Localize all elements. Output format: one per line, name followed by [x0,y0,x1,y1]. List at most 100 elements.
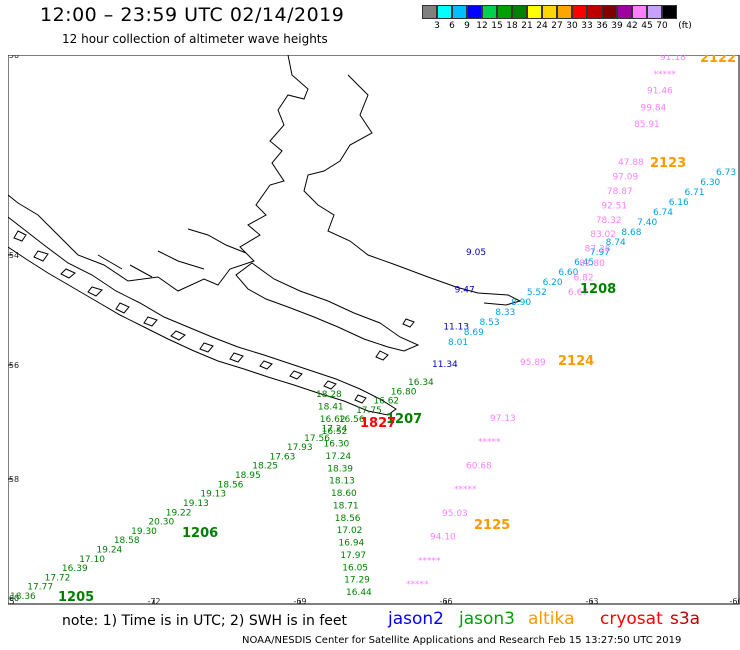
pass-id-label: 1206 [182,526,218,541]
lat-label: -58 [8,475,19,484]
coastline-patagonia-east [303,74,522,306]
jason3-swh-value: 16.94 [339,539,365,549]
jason3-swh-value: 16.30 [324,440,350,450]
scale-swatch [617,5,632,19]
scale-tick-label: 6 [449,21,455,31]
jason3-swh-value: 18.56 [218,480,244,490]
jason3-swh-value: 17.29 [344,576,370,586]
altika-swh-value: ***** [454,485,477,495]
jason3-swh-value: 17.93 [287,443,313,453]
jason2-swh-value: 8.33 [495,308,515,318]
jason3-swh-value: 16.56 [339,415,365,425]
jason3-swh-value: 18.56 [335,514,361,524]
jason3-swh-value: 16.39 [62,564,88,574]
jason2-swh-value: 6.71 [684,188,704,198]
pass-id-label: 1205 [58,590,94,605]
scale-tick-label: 3 [434,21,440,31]
jason3-swh-value: 17.02 [337,526,363,536]
coastline-inner-channel [97,228,247,278]
altika-swh-value: 82.80 [579,259,605,269]
jason2-swh-value: 8.68 [621,228,641,238]
scale-tick-label: 24 [536,21,548,31]
coastline-islands-2 [13,230,415,404]
jason3-swh-value: 19.13 [200,490,226,500]
jason3-swh-value: 17.10 [79,555,105,565]
pass-id-label: 2124 [558,354,594,369]
jason2-swh-value: 11.34 [432,360,458,370]
coastline-mainland [8,55,309,292]
altika-swh-value: 91.46 [647,87,673,97]
coastline-tierra-del-fuego [235,262,420,352]
legend-altika: altika [528,609,575,629]
jason3-swh-value: 18.36 [10,592,36,602]
page-title: 12:00 – 23:59 UTC 02/14/2019 [40,4,345,26]
coastline-map: -50-54-56-58-60-75-72-69-66-63-60 18.361… [8,55,740,605]
jason2-swh-value: 6.73 [716,168,736,178]
scale-swatch [632,5,647,19]
scale-tick-label: 70 [656,21,668,31]
jason2-swh-value: 6.74 [653,208,673,218]
coastline-group [8,55,522,416]
lat-label: -54 [8,251,19,260]
jason2-swh-value: 6.45 [574,258,594,268]
scale-tick-label: 33 [581,21,593,31]
jason3-swh-value: 18.41 [318,402,344,412]
scale-swatch [662,5,677,19]
altika-swh-value: 95.03 [442,509,468,519]
scale-tick-label: 12 [476,21,488,31]
scale-swatch [467,5,482,19]
scale-tick-label: 21 [521,21,533,31]
scale-tick-label: 39 [611,21,623,31]
jason2-swh-value: 5.52 [527,288,547,298]
jason3-swh-value: 19.22 [166,508,192,518]
jason3-swh-value: 18.95 [235,471,261,481]
scale-swatch [422,5,437,19]
scale-swatch [647,5,662,19]
scale-swatch [527,5,542,19]
map-area[interactable]: -50-54-56-58-60-75-72-69-66-63-60 18.361… [8,55,740,605]
jason2-swh-value: 11.13 [443,323,469,333]
coastline-islands-1 [8,216,397,416]
jason3-swh-value: 17.75 [356,406,382,416]
scale-tick-label: 15 [491,21,503,31]
altika-swh-value: 97.13 [490,414,516,424]
altika-swh-value: ***** [406,580,429,590]
scale-tick-label: 9 [464,21,470,31]
altika-swh-value: 99.84 [641,103,667,113]
scale-tick-label: 45 [641,21,653,31]
page-subtitle: 12 hour collection of altimeter wave hei… [62,32,328,46]
scale-tick-label: 27 [551,21,563,31]
jason2-swh-value: 7.97 [590,248,610,258]
jason3-swh-value: 16.44 [346,588,372,598]
legend-cryosat: cryosat [600,609,663,629]
scale-swatch [542,5,557,19]
scale-swatch [557,5,572,19]
legend-s3a: s3a [670,609,701,629]
jason3-swh-value: 16.52 [322,427,348,437]
jason3-swh-value: 19.30 [131,527,157,537]
jason3-swh-value: 18.71 [333,501,359,511]
jason3-swh-value: 18.39 [327,464,353,474]
altika-swh-value: 85.91 [634,120,660,130]
jason2-swh-value: 9.05 [466,248,486,258]
altika-swh-value: ***** [654,70,677,80]
jason3-swh-value: 16.80 [391,387,417,397]
jason2-swh-value: 8.69 [464,328,484,338]
altika-swh-value: 47.88 [618,158,644,168]
jason3-swh-value: 17.97 [340,551,366,561]
altika-swh-value: 6.67 [568,288,588,298]
credit-line: NOAA/NESDIS Center for Satellite Applica… [242,635,682,646]
jason3-swh-value: 17.56 [304,434,330,444]
altika-swh-value: ***** [478,438,501,448]
pass-id-label: 2122 [700,55,736,66]
jason3-swh-value: 19.24 [97,545,123,555]
lat-label: -60 [8,594,19,603]
pass-id-label: 2123 [650,156,686,171]
jason2-swh-value: 6.20 [543,278,563,288]
altika-swh-value: 94.10 [430,533,456,543]
altika-swh-value: 87.38 [585,245,611,255]
altika-swh-value: 95.89 [520,358,546,368]
jason2-swh-value: 8.01 [448,338,468,348]
lon-label: -75 [8,597,15,605]
jason3-swh-value: 18.25 [252,462,278,472]
